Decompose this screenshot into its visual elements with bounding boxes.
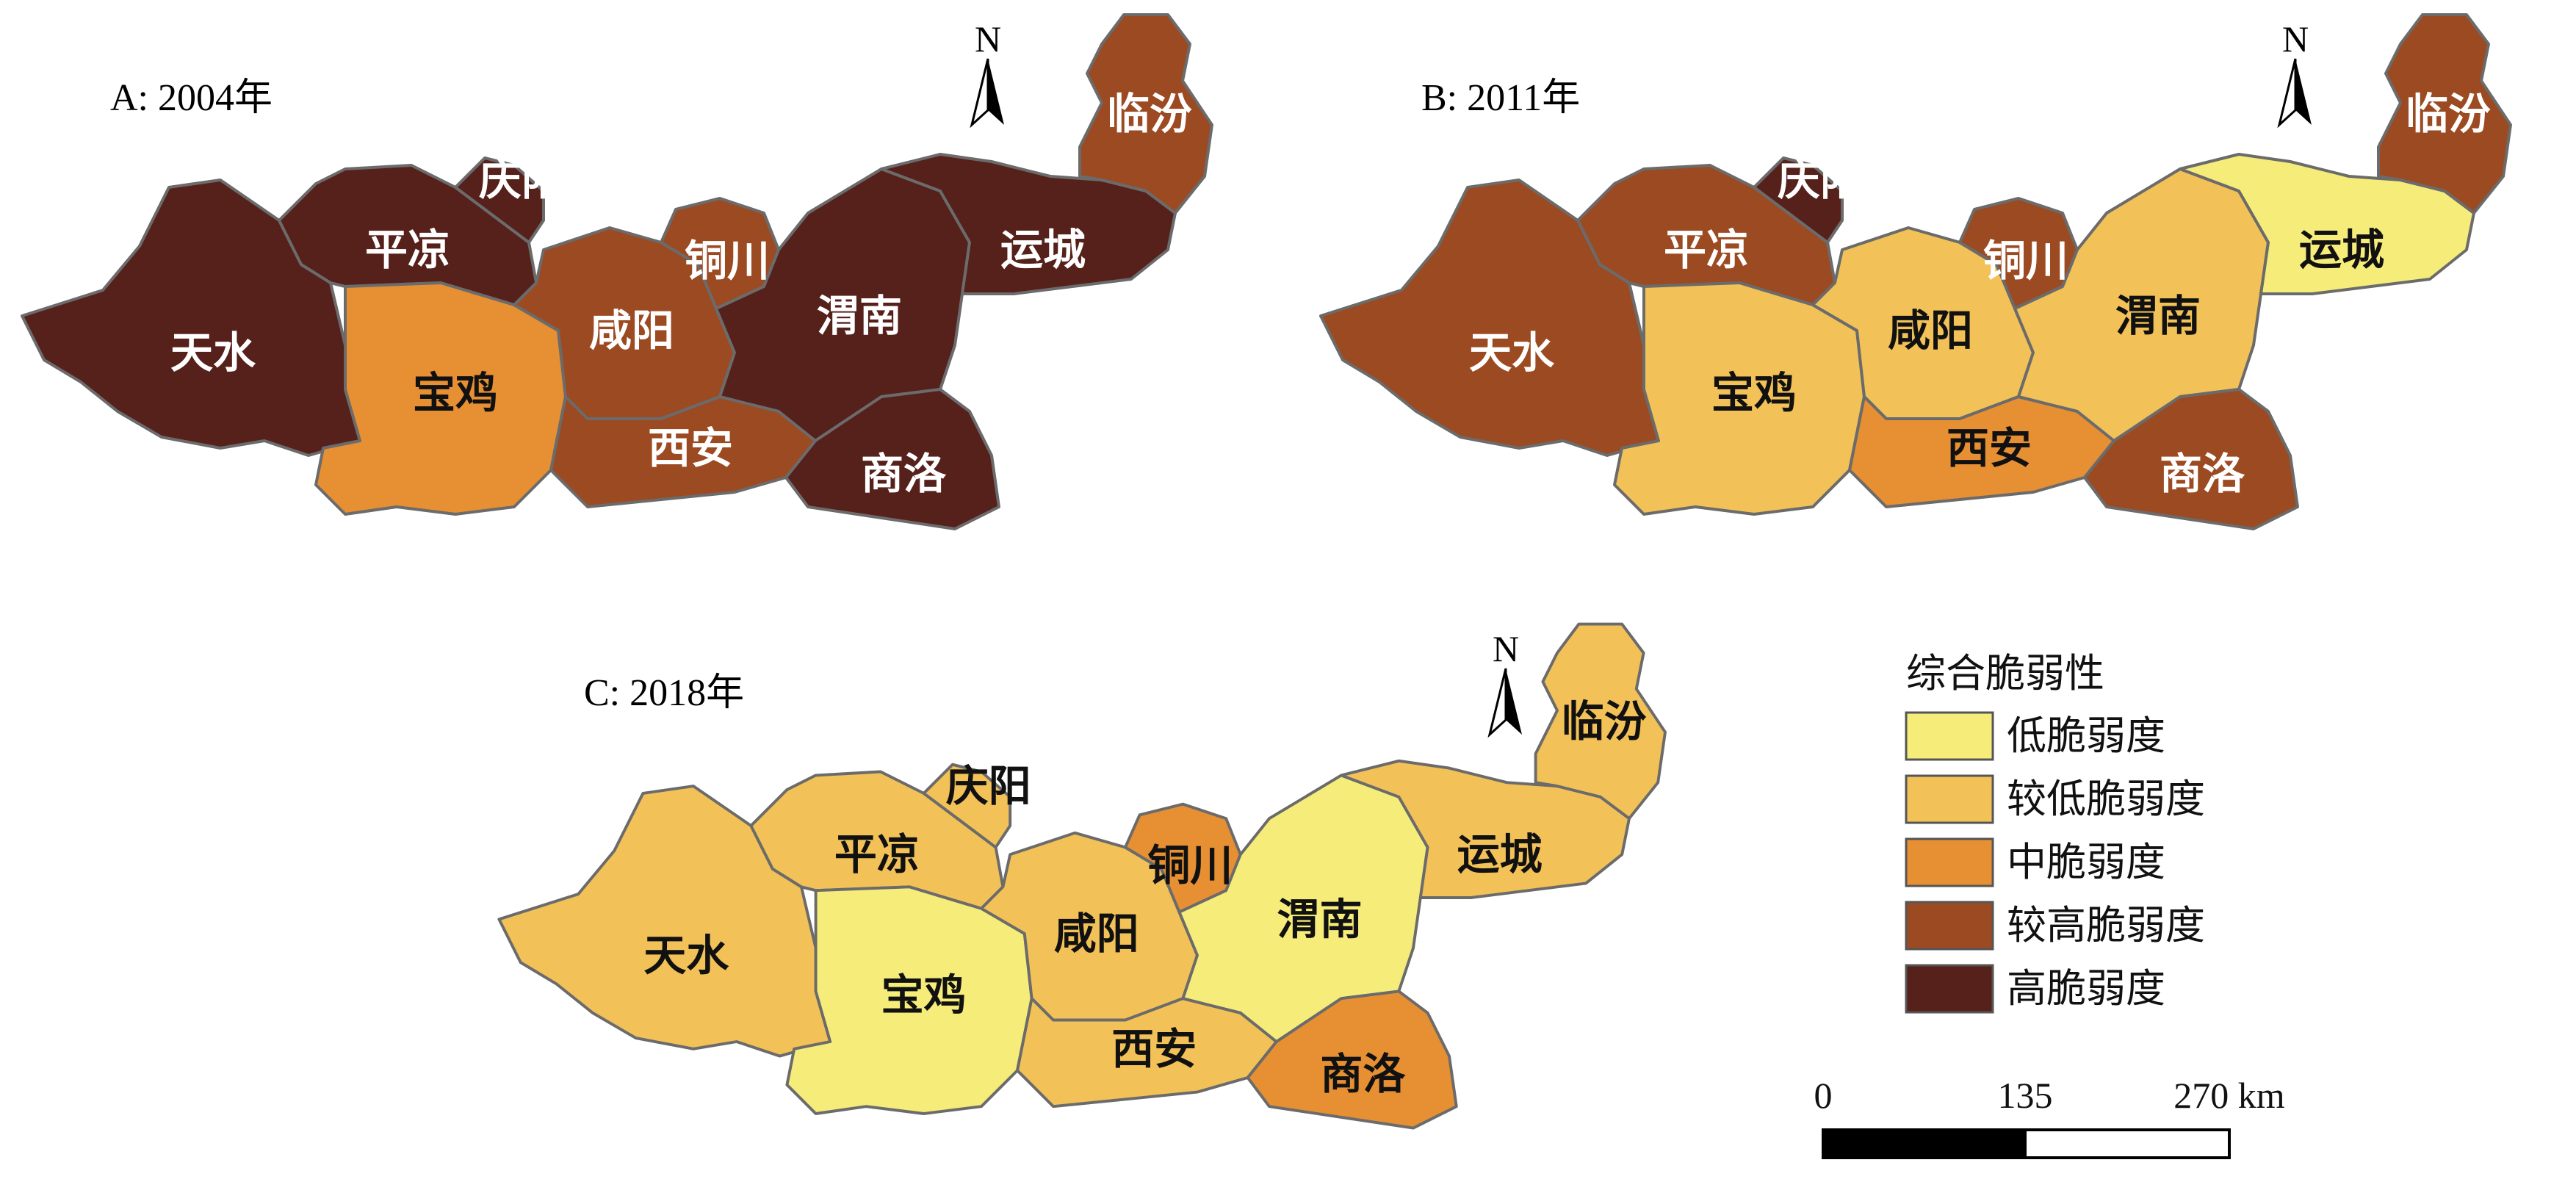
legend-label: 较低脆弱度: [2007, 776, 2205, 822]
region-庆阳: [1753, 156, 1844, 244]
city-label-临汾: 临汾: [2406, 89, 2491, 139]
city-label-咸阳: 咸阳: [589, 306, 674, 356]
north-label: N: [975, 18, 1001, 60]
region-运城: [2179, 153, 2475, 295]
city-label-铜川: 铜川: [1147, 840, 1233, 890]
region-layer: [497, 622, 1667, 1130]
scale-label-135: 135: [1998, 1075, 2053, 1116]
region-商洛: [2083, 388, 2299, 530]
region-商洛: [1246, 990, 1458, 1130]
city-label-铜川: 铜川: [685, 236, 770, 286]
city-label-西安: 西安: [1947, 423, 2032, 473]
region-layer: [1319, 13, 2512, 530]
legend-swatch: [1905, 901, 1994, 951]
city-label-西安: 西安: [1111, 1024, 1197, 1074]
city-label-庆阳: 庆阳: [479, 155, 564, 205]
scale-bar: 0 135 270 km: [1814, 1075, 2285, 1159]
city-label-渭南: 渭南: [2115, 291, 2201, 341]
panel-title: A: 2004年: [110, 77, 273, 119]
legend-item: 低脆弱度: [1905, 711, 2165, 761]
city-label-渭南: 渭南: [817, 291, 902, 341]
city-label-运城: 运城: [2299, 225, 2384, 275]
scale-label-270: 270 km: [2173, 1075, 2285, 1116]
city-label-天水: 天水: [170, 328, 256, 378]
region-渭南: [1177, 774, 1429, 1043]
region-临汾: [1534, 622, 1667, 821]
legend-swatch: [1905, 964, 1994, 1014]
region-layer: [21, 13, 1213, 530]
legend-swatch: [1905, 837, 1994, 887]
legend-title: 综合脆弱性: [1906, 650, 2104, 696]
city-label-临汾: 临汾: [1107, 89, 1192, 139]
city-label-商洛: 商洛: [861, 449, 947, 499]
region-运城: [880, 153, 1177, 295]
panel-title: C: 2018年: [584, 672, 744, 714]
legend-swatch: [1905, 774, 1994, 824]
city-label-商洛: 商洛: [1320, 1049, 1406, 1099]
north-arrow-icon: N: [1487, 628, 1522, 738]
region-运城: [1340, 759, 1631, 899]
region-渭南: [2013, 167, 2270, 442]
legend-label: 较高脆弱度: [2007, 902, 2205, 948]
legend-label: 高脆弱度: [2007, 965, 2165, 1012]
city-label-平凉: 平凉: [834, 829, 920, 879]
region-庆阳: [454, 156, 545, 244]
region-庆阳: [922, 763, 1012, 849]
legend-label: 中脆弱度: [2007, 839, 2165, 885]
city-label-宝鸡: 宝鸡: [881, 970, 967, 1020]
north-label: N: [2282, 18, 2309, 60]
region-临汾: [1078, 13, 1213, 215]
city-label-庆阳: 庆阳: [1778, 155, 1863, 205]
city-label-渭南: 渭南: [1277, 894, 1363, 944]
legend-item: 中脆弱度: [1905, 837, 2165, 887]
legend-label: 低脆弱度: [2007, 713, 2165, 759]
city-label-运城: 运城: [1000, 225, 1086, 275]
city-label-平凉: 平凉: [1664, 225, 1749, 275]
legend-item: 较低脆弱度: [1905, 774, 2205, 824]
panel-title: B: 2011年: [1421, 77, 1580, 119]
legend-item: 高脆弱度: [1905, 964, 2165, 1014]
scale-bar-white-segment: [2024, 1128, 2231, 1159]
legend-item: 较高脆弱度: [1905, 901, 2205, 951]
city-label-天水: 天水: [1469, 328, 1555, 378]
region-商洛: [784, 388, 1000, 530]
city-label-运城: 运城: [1457, 829, 1543, 879]
city-label-西安: 西安: [648, 423, 733, 473]
city-label-庆阳: 庆阳: [946, 761, 1031, 811]
scale-label-0: 0: [1814, 1075, 1833, 1116]
city-label-天水: 天水: [643, 930, 729, 980]
north-arrow-icon: N: [2277, 18, 2312, 129]
city-label-平凉: 平凉: [365, 225, 450, 275]
city-label-咸阳: 咸阳: [1888, 306, 1973, 356]
city-label-铜川: 铜川: [1983, 236, 2068, 286]
city-label-咸阳: 咸阳: [1054, 909, 1139, 959]
region-渭南: [715, 167, 971, 442]
city-label-临汾: 临汾: [1562, 696, 1647, 746]
north-label: N: [1493, 628, 1519, 669]
north-arrow-icon: N: [970, 18, 1004, 129]
city-label-宝鸡: 宝鸡: [413, 368, 498, 418]
city-label-商洛: 商洛: [2160, 449, 2245, 499]
city-label-宝鸡: 宝鸡: [1711, 368, 1797, 418]
scale-bar-black-segment: [1822, 1128, 2027, 1159]
legend-swatch: [1905, 711, 1994, 761]
region-临汾: [2377, 13, 2512, 215]
